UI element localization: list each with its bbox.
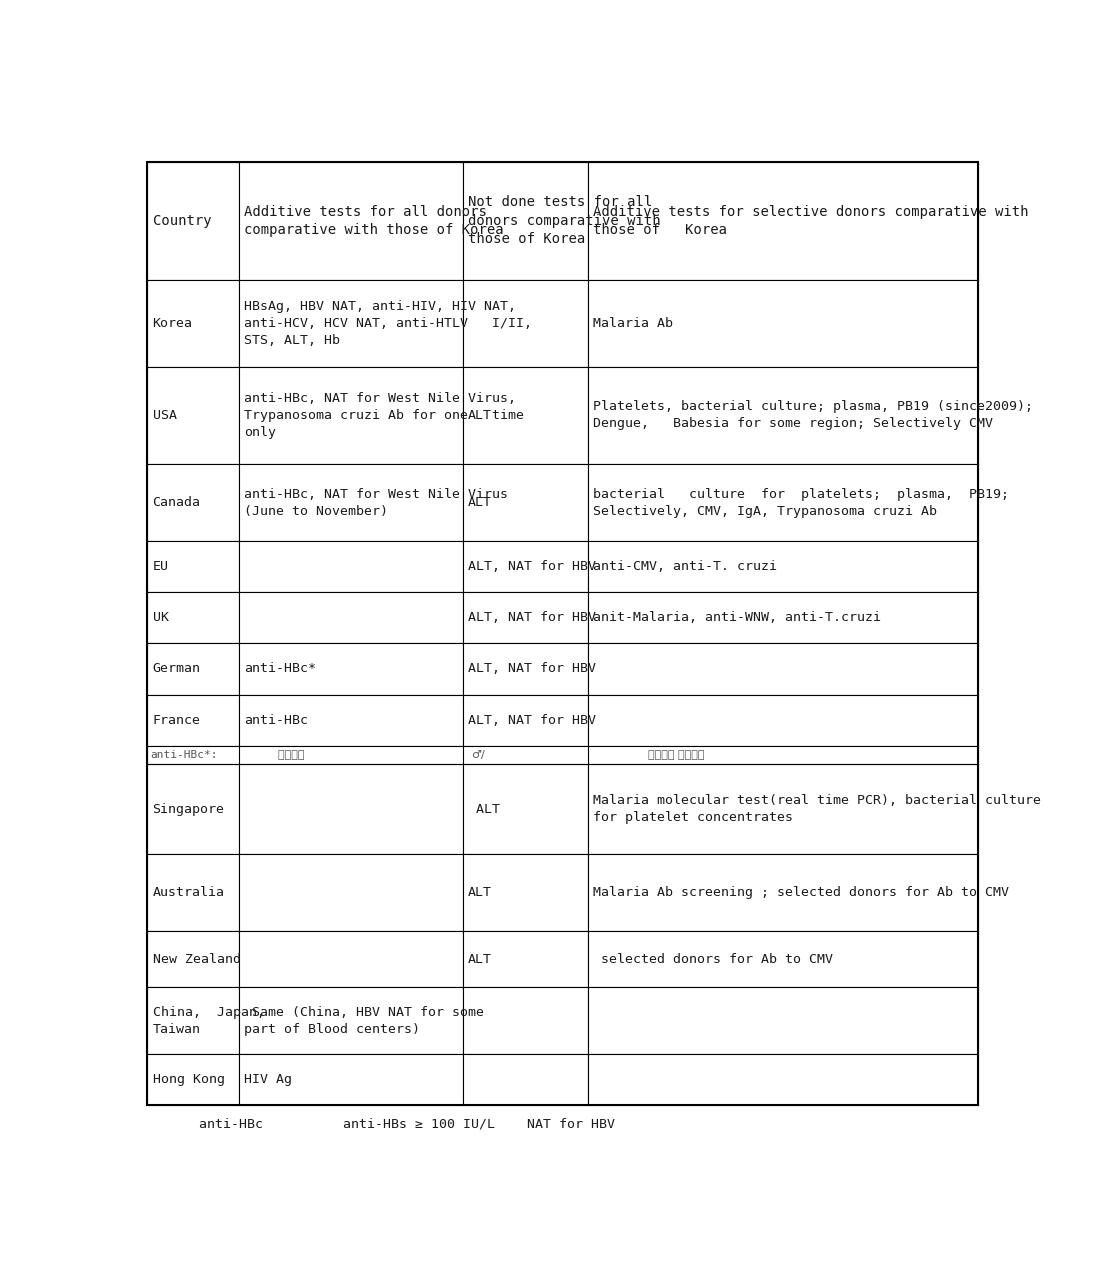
Bar xyxy=(147,541,239,592)
Bar xyxy=(587,695,978,746)
Bar xyxy=(463,695,587,746)
Bar xyxy=(147,464,239,541)
Text: HBsAg, HBV NAT, anti-HIV, HIV NAT,
anti-HCV, HCV NAT, anti-HTLV   I/II,
STS, ALT: HBsAg, HBV NAT, anti-HIV, HIV NAT, anti-… xyxy=(244,299,531,347)
Text: Australia: Australia xyxy=(153,886,225,899)
Text: Country: Country xyxy=(153,214,211,227)
Bar xyxy=(463,1054,587,1106)
Bar xyxy=(147,643,239,695)
Text: France: France xyxy=(153,714,201,727)
Bar xyxy=(239,854,463,931)
Text: Platelets, bacterial culture; plasma, PB19 (since2009);
Dengue,   Babesia for so: Platelets, bacterial culture; plasma, PB… xyxy=(593,401,1033,430)
Text: ALT: ALT xyxy=(468,496,492,508)
Bar xyxy=(147,854,239,931)
Bar xyxy=(239,987,463,1054)
Text: bacterial   culture  for  platelets;  plasma,  PB19;
Selectively, CMV, IgA, Tryp: bacterial culture for platelets; plasma,… xyxy=(593,488,1009,517)
Bar xyxy=(587,592,978,643)
Bar xyxy=(463,162,587,280)
Bar xyxy=(239,1054,463,1106)
Bar xyxy=(587,643,978,695)
Bar xyxy=(587,987,978,1054)
Bar xyxy=(463,367,587,464)
Bar xyxy=(147,367,239,464)
Text: Malaria molecular test(real time PCR), bacterial culture
for platelet concentrat: Malaria molecular test(real time PCR), b… xyxy=(593,795,1041,824)
Text: Additive tests for all donors
comparative with those of Korea: Additive tests for all donors comparativ… xyxy=(244,204,504,238)
Bar xyxy=(239,464,463,541)
Text: Same (China, HBV NAT for some
part of Blood centers): Same (China, HBV NAT for some part of Bl… xyxy=(244,1005,484,1036)
Bar xyxy=(147,280,239,367)
Text: China,  Japan,
Taiwan: China, Japan, Taiwan xyxy=(153,1005,265,1036)
Bar xyxy=(239,764,463,854)
Text: selected donors for Ab to CMV: selected donors for Ab to CMV xyxy=(593,953,832,966)
Text: HIV Ag: HIV Ag xyxy=(244,1073,292,1086)
Bar xyxy=(587,162,978,280)
Text: anit-Malaria, anti-WNW, anti-T.cruzi: anit-Malaria, anti-WNW, anti-T.cruzi xyxy=(593,611,881,624)
Text: ALT: ALT xyxy=(468,953,492,966)
Bar xyxy=(463,987,587,1054)
Text: anti-HBc*:: anti-HBc*: xyxy=(150,750,217,760)
Text: Not done tests for all
donors comparative with
those of Korea: Not done tests for all donors comparativ… xyxy=(468,195,661,247)
Bar xyxy=(463,280,587,367)
Text: Hong Kong: Hong Kong xyxy=(153,1073,225,1086)
Bar xyxy=(463,592,587,643)
Text: ALT, NAT for HBV: ALT, NAT for HBV xyxy=(468,611,596,624)
Text: ALT, NAT for HBV: ALT, NAT for HBV xyxy=(468,560,596,573)
Text: anti-CMV, anti-T. cruzi: anti-CMV, anti-T. cruzi xyxy=(593,560,776,573)
Text: Malaria Ab: Malaria Ab xyxy=(593,317,673,330)
Text: anti-HBc*: anti-HBc* xyxy=(244,663,316,675)
Text: UK: UK xyxy=(153,611,169,624)
Text: Additive tests for selective donors comparative with
those of   Korea: Additive tests for selective donors comp… xyxy=(593,204,1028,238)
Text: ALT, NAT for HBV: ALT, NAT for HBV xyxy=(468,714,596,727)
Bar xyxy=(239,592,463,643)
Text: 음성이면 사용가능: 음성이면 사용가능 xyxy=(613,750,705,760)
Text: ALT: ALT xyxy=(468,410,492,422)
Bar xyxy=(587,541,978,592)
Text: anti-HBc          anti-HBs ≥ 100 IU/L    NAT for HBV: anti-HBc anti-HBs ≥ 100 IU/L NAT for HBV xyxy=(199,1117,615,1130)
Text: Korea: Korea xyxy=(153,317,192,330)
Bar xyxy=(239,695,463,746)
Text: EU: EU xyxy=(153,560,169,573)
Text: ALT, NAT for HBV: ALT, NAT for HBV xyxy=(468,663,596,675)
Bar xyxy=(147,1054,239,1106)
Text: ♂/: ♂/ xyxy=(471,750,485,760)
Bar xyxy=(587,1054,978,1106)
Text: German: German xyxy=(153,663,201,675)
Bar xyxy=(147,931,239,987)
Bar xyxy=(463,854,587,931)
Bar xyxy=(587,931,978,987)
Text: Malaria Ab screening ; selected donors for Ab to CMV: Malaria Ab screening ; selected donors f… xyxy=(593,886,1009,899)
Text: anti-HBc, NAT for West Nile Virus,
Trypanosoma cruzi Ab for one   time
only: anti-HBc, NAT for West Nile Virus, Trypa… xyxy=(244,392,524,439)
Bar xyxy=(147,592,239,643)
Bar xyxy=(239,367,463,464)
Bar xyxy=(147,987,239,1054)
Bar xyxy=(587,764,978,854)
Bar xyxy=(463,464,587,541)
Text: ALT: ALT xyxy=(468,886,492,899)
Bar xyxy=(239,931,463,987)
Bar xyxy=(587,367,978,464)
Text: USA: USA xyxy=(153,410,177,422)
Text: Canada: Canada xyxy=(153,496,201,508)
Bar xyxy=(147,764,239,854)
Bar xyxy=(239,541,463,592)
Bar xyxy=(463,643,587,695)
Bar xyxy=(463,931,587,987)
Bar xyxy=(147,695,239,746)
Bar xyxy=(587,464,978,541)
Bar xyxy=(463,541,587,592)
Text: New Zealand: New Zealand xyxy=(153,953,240,966)
Bar xyxy=(147,162,239,280)
Text: Singapore: Singapore xyxy=(153,802,225,815)
Bar xyxy=(239,280,463,367)
Bar xyxy=(147,746,978,764)
Bar xyxy=(239,162,463,280)
Bar xyxy=(587,854,978,931)
Text: ALT: ALT xyxy=(468,802,501,815)
Text: anti-HBc: anti-HBc xyxy=(244,714,307,727)
Bar xyxy=(239,643,463,695)
Text: 양성이나: 양성이나 xyxy=(243,750,304,760)
Bar xyxy=(587,280,978,367)
Bar xyxy=(463,764,587,854)
Text: anti-HBc, NAT for West Nile Virus
(June to November): anti-HBc, NAT for West Nile Virus (June … xyxy=(244,488,508,517)
